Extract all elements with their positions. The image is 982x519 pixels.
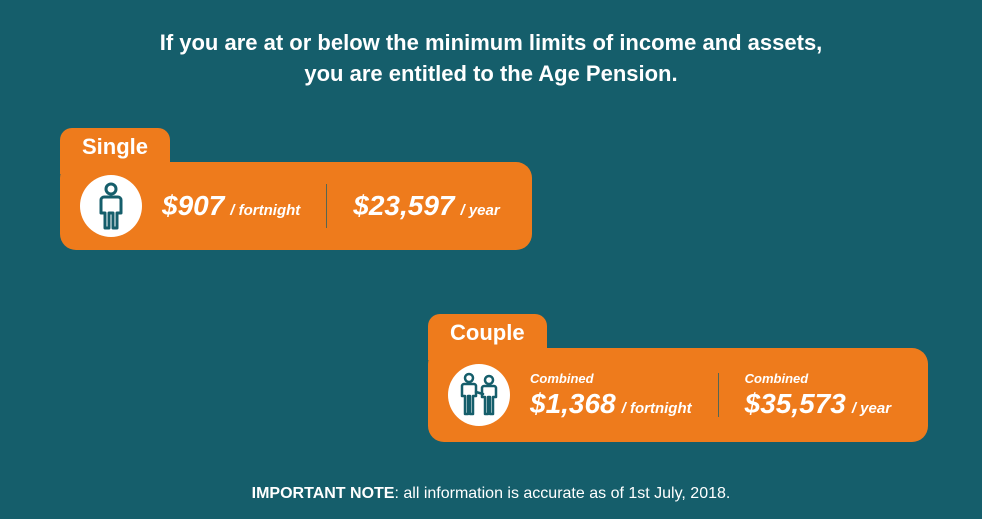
combined-label-1: Combined: [530, 371, 594, 386]
footnote: IMPORTANT NOTE: all information is accur…: [0, 485, 982, 503]
couple-tab: Couple: [428, 314, 547, 360]
footnote-bold: IMPORTANT NOTE: [252, 485, 395, 502]
single-year-period: / year: [461, 202, 500, 219]
single-card: Single $907 / fortnight $23,597 / year: [60, 162, 532, 250]
divider: [326, 184, 327, 228]
couple-fortnight-period: / fortnight: [622, 400, 692, 417]
single-fortnight-metric: $907 / fortnight: [162, 190, 300, 222]
single-fortnight-amount: $907: [162, 190, 224, 222]
divider: [718, 373, 719, 417]
footnote-rest: : all information is accurate as of 1st …: [394, 485, 730, 502]
couple-year-period: / year: [852, 400, 891, 417]
single-person-icon: [80, 175, 142, 237]
couple-fortnight-metric: Combined $1,368 / fortnight: [530, 371, 692, 420]
single-year-amount: $23,597: [353, 190, 454, 222]
couple-people-icon: [448, 364, 510, 426]
couple-year-amount: $35,573: [745, 388, 846, 420]
couple-card: Couple Combined $1,368 / fortnight Com: [428, 348, 928, 442]
single-fortnight-period: / fortnight: [230, 202, 300, 219]
headline-line1: If you are at or below the minimum limit…: [0, 28, 982, 59]
couple-card-body: Combined $1,368 / fortnight Combined $35…: [428, 348, 928, 442]
combined-label-2: Combined: [745, 371, 809, 386]
couple-fortnight-amount: $1,368: [530, 388, 616, 420]
couple-year-metric: Combined $35,573 / year: [745, 371, 891, 420]
single-tab: Single: [60, 128, 170, 174]
single-card-body: $907 / fortnight $23,597 / year: [60, 162, 532, 250]
single-year-metric: $23,597 / year: [353, 190, 499, 222]
headline-line2: you are entitled to the Age Pension.: [0, 59, 982, 90]
headline: If you are at or below the minimum limit…: [0, 0, 982, 90]
